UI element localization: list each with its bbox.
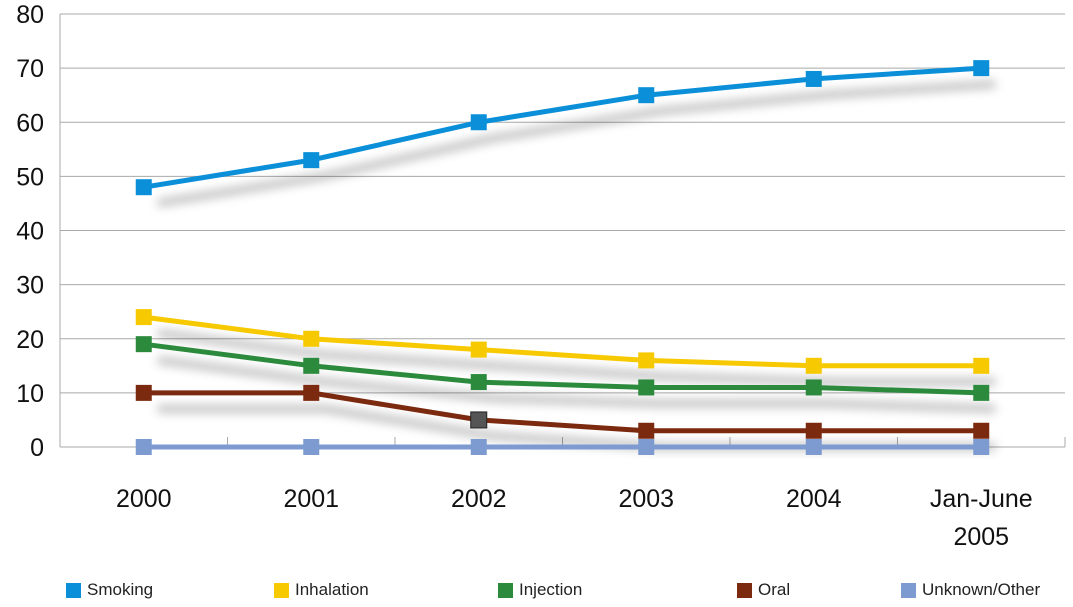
data-point-unknown-other [805,439,822,455]
data-point-injection [973,384,990,401]
legend: Smoking Inhalation Injection Oral Unknown/Ot… [0,578,1073,602]
x-tick-label: 2000 [116,485,172,513]
data-point-smoking [973,60,990,77]
data-point-oral [973,422,990,439]
legend-label-oral: Oral [758,580,791,599]
x-tick-label: 2001 [283,485,339,513]
series-shadows [157,80,996,467]
data-point-smoking [470,114,487,131]
data-point-inhalation [805,357,822,374]
y-tick-label: 0 [30,434,44,462]
data-point-oral [303,384,320,401]
y-tick-label: 30 [16,272,44,300]
series-lines [135,60,990,455]
x-tick-label: 2003 [618,485,674,513]
legend-swatch-unknown-other [901,582,916,598]
legend-label-inhalation: Inhalation [295,580,369,599]
data-point-inhalation [638,352,655,369]
series-line-inhalation [143,314,982,369]
legend-item-injection: Injection [498,578,582,602]
series-line-oral [143,390,982,434]
data-point-unknown-other [638,439,655,455]
legend-swatch-oral [737,582,752,598]
data-point-inhalation [470,341,487,358]
x-tick-label: Jan-June 2005 [930,485,1033,551]
tick-labels: 0 10 20 30 40 50 60 70 80 2000 2001 2002 2003 2004 Jan… [16,1,1032,551]
legend-item-oral: Oral [737,578,790,602]
data-point-unknown-other [470,439,487,455]
series-shadow-injection [157,356,996,413]
legend-item-unknown-other: Unknown/Other [901,578,1040,602]
legend-swatch-injection [498,582,513,598]
series-shadow-inhalation [157,329,996,386]
y-tick-label: 60 [16,109,44,137]
y-tick-label: 80 [16,1,44,29]
data-point-injection [638,379,655,396]
x-tick-label: 2002 [451,485,507,513]
data-point-unknown-other [973,439,990,455]
data-point-oral [470,411,488,429]
data-point-smoking [805,70,822,87]
data-point-inhalation [303,330,320,347]
data-point-inhalation [135,309,152,326]
legend-item-inhalation: Inhalation [274,578,369,602]
legend-swatch-smoking [66,582,81,598]
data-point-oral [638,422,655,439]
y-tick-label: 20 [16,326,44,354]
x-tick-label: 2004 [786,485,842,513]
legend-swatch-inhalation [274,582,289,598]
y-tick-label: 10 [16,380,44,408]
data-point-oral [135,384,152,401]
data-point-unknown-other [303,439,320,455]
legend-label-smoking: Smoking [87,580,154,599]
series-shadow-smoking [157,80,996,207]
data-point-injection [805,379,822,396]
data-point-inhalation [973,357,990,374]
legend-label-injection: Injection [519,580,583,599]
data-point-oral [805,422,822,439]
data-point-unknown-other [135,439,152,455]
data-point-injection [303,357,320,374]
series-line-smoking [143,65,982,190]
legend-label-unknown-other: Unknown/Other [922,580,1041,599]
data-point-smoking [303,152,320,169]
data-point-smoking [638,87,655,104]
data-point-injection [470,374,487,391]
chart-canvas: 0 10 20 30 40 50 60 70 80 2000 2001 2002 2003 2004 Jan… [16,1,1066,551]
series-line-injection [143,341,982,396]
y-tick-label: 50 [16,163,44,191]
data-point-smoking [135,179,152,196]
y-tick-label: 70 [16,55,44,83]
legend-item-smoking: Smoking [66,578,153,602]
data-point-injection [135,336,152,353]
y-tick-label: 40 [16,218,44,246]
